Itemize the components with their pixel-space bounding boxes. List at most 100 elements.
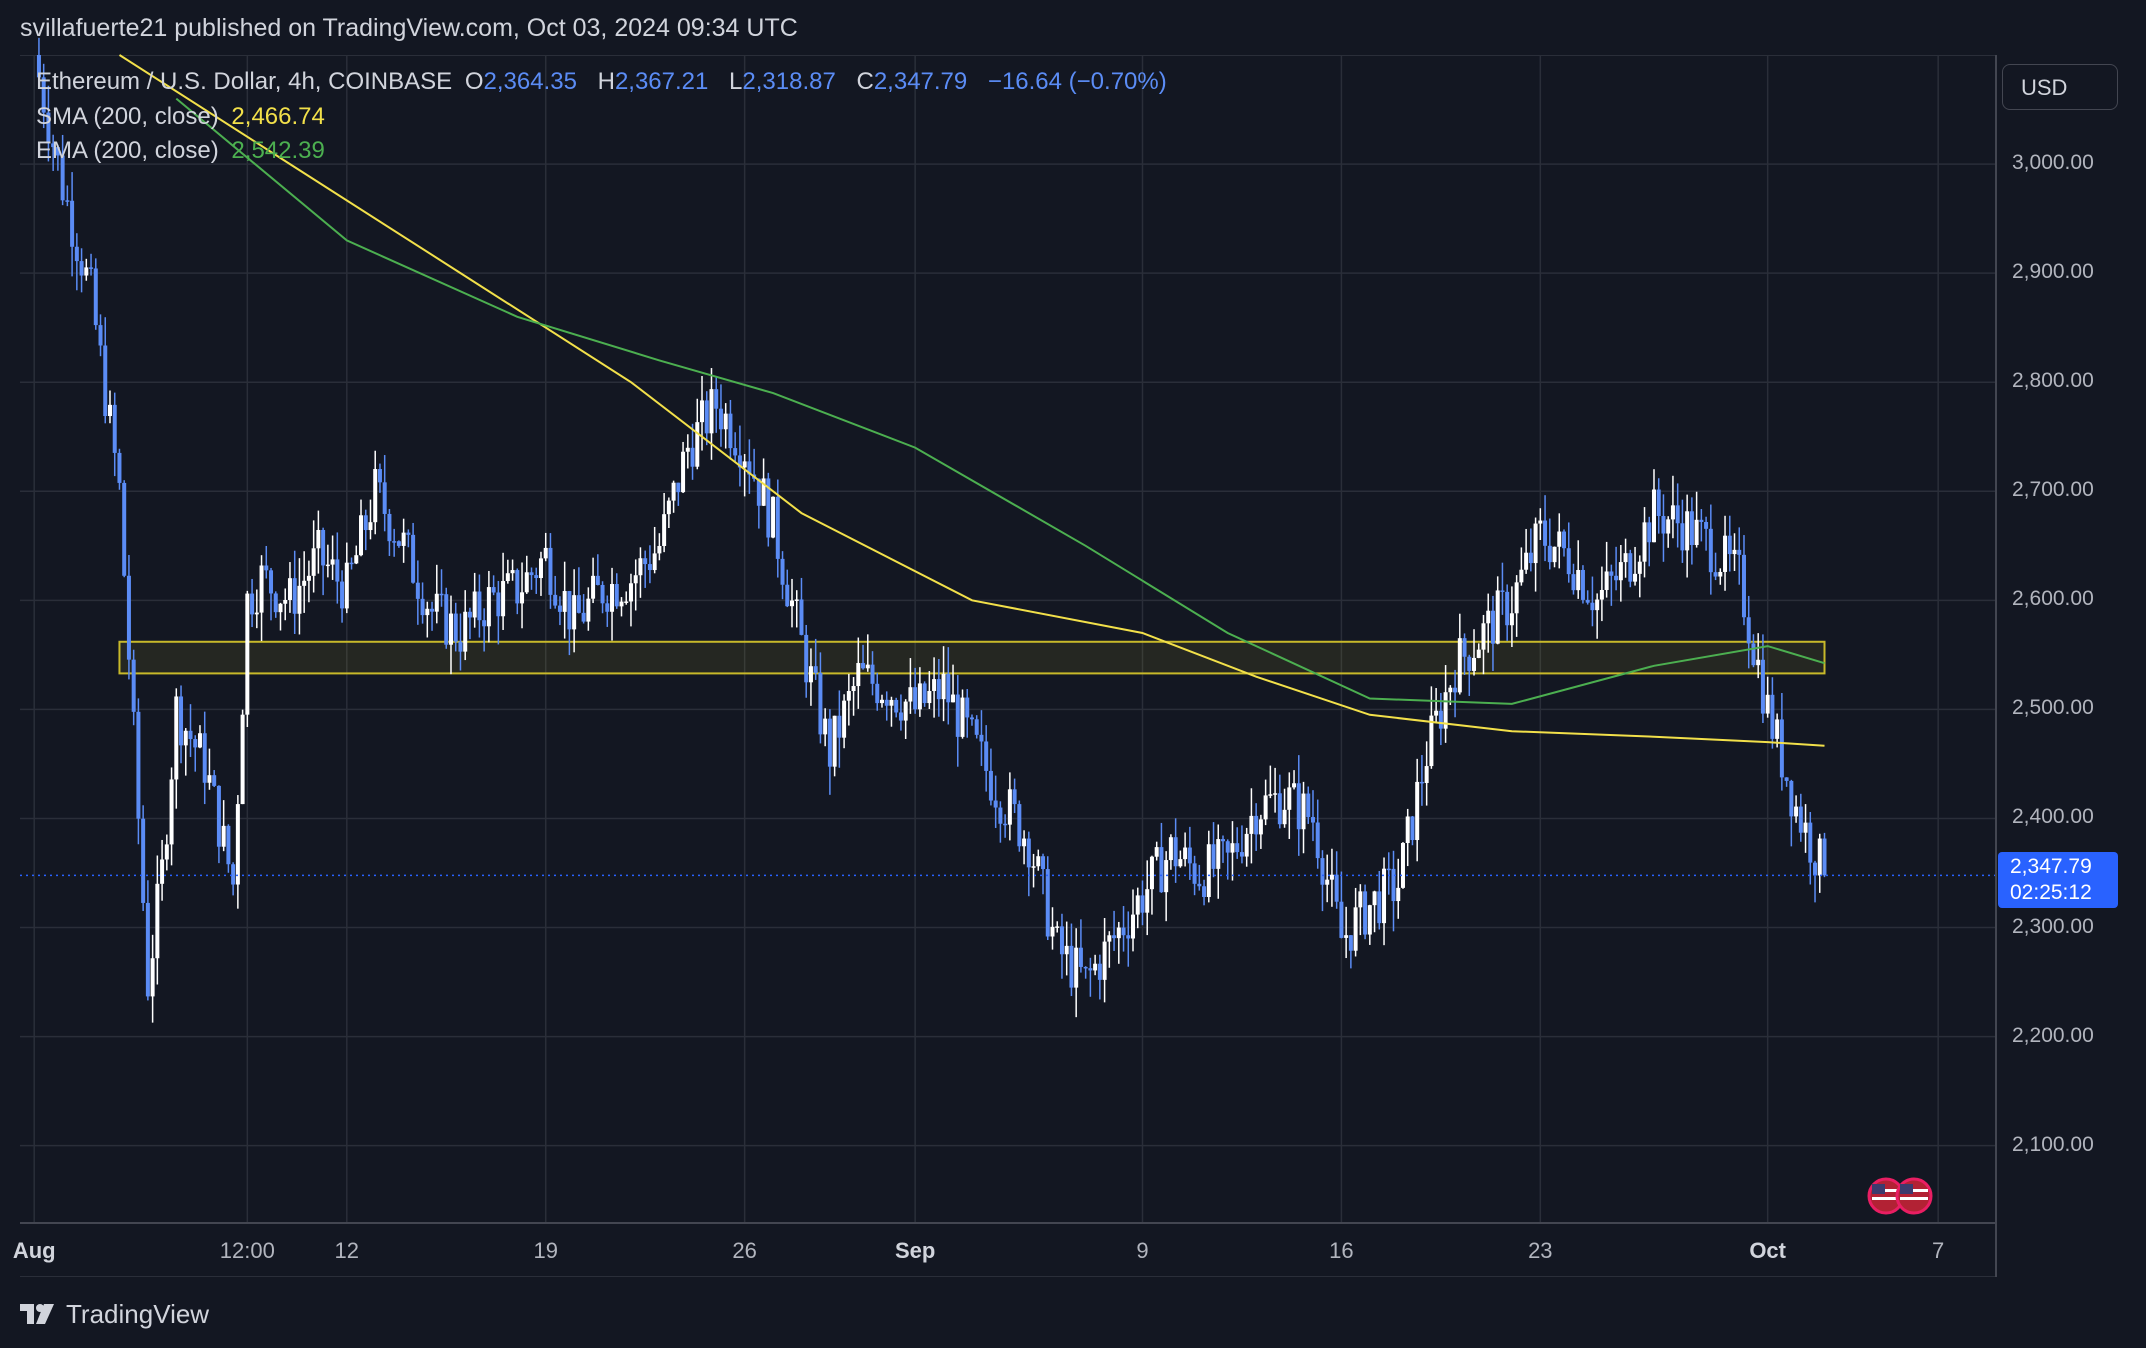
candle-body [1074, 947, 1079, 988]
candle [610, 567, 615, 641]
candle [74, 233, 79, 291]
ema-line [175, 97, 1825, 705]
candle [723, 403, 728, 449]
candle-body [572, 595, 577, 630]
candle-body [448, 613, 453, 645]
candle-body [411, 534, 416, 583]
candle [567, 590, 572, 656]
candle [1670, 475, 1675, 539]
candle-body [1495, 590, 1500, 644]
candle-body [1372, 891, 1377, 906]
candle-body [1135, 895, 1140, 915]
candle-body [960, 697, 965, 737]
candle-body [1794, 806, 1799, 817]
candle [401, 518, 406, 563]
candle [302, 551, 307, 613]
candle [790, 578, 795, 628]
candle-body [543, 547, 548, 559]
candle-body [865, 664, 870, 669]
candle-body [1358, 891, 1363, 908]
candle-body [1149, 856, 1154, 890]
candle-body [955, 694, 960, 737]
candle [1093, 954, 1098, 976]
currency-button[interactable]: USD [2002, 64, 2118, 110]
candle-body [273, 593, 278, 613]
candle [884, 691, 889, 721]
candle-body [1121, 927, 1126, 936]
candle-body [1490, 610, 1495, 644]
candle [458, 613, 463, 671]
candle [1543, 495, 1548, 562]
time-scale-divider [20, 1222, 1995, 1224]
candle-body [988, 770, 993, 801]
candle [652, 526, 657, 574]
candle-body [93, 268, 98, 326]
candle [1003, 814, 1008, 838]
candle-body [1651, 489, 1656, 543]
candle [600, 581, 605, 614]
candle [572, 569, 577, 653]
legend-ema-label: EMA (200, close) [36, 137, 219, 164]
candle-body [1022, 838, 1027, 847]
legend-ema[interactable]: EMA (200, close) 2,542.39 [36, 137, 331, 165]
candle [913, 667, 918, 714]
price-tick-label: 3,000.00 [2012, 151, 2094, 175]
candle-body [913, 687, 918, 710]
candle-body [998, 807, 1003, 824]
candle [543, 532, 548, 562]
candle [1476, 643, 1481, 659]
candle-body [894, 699, 899, 713]
candle-body [553, 594, 558, 606]
candle-body [671, 482, 676, 501]
footer-brand[interactable]: TradingView [66, 1298, 210, 1329]
candle-body [1301, 793, 1306, 830]
candle [501, 552, 506, 630]
candle-body [1078, 947, 1083, 967]
candle-body [1775, 719, 1780, 739]
price-tick-label: 2,400.00 [2012, 805, 2094, 829]
candle-body [1287, 787, 1292, 810]
candle-body [1220, 839, 1225, 842]
candle-body [709, 389, 714, 434]
candle-body [1609, 571, 1614, 576]
candle [553, 575, 558, 609]
candle [993, 775, 998, 828]
plot-area[interactable] [20, 55, 1995, 1277]
candle-body [1415, 781, 1420, 841]
candle-body [297, 585, 302, 614]
candle-body [1334, 874, 1339, 902]
candle [316, 510, 321, 574]
candle-body [700, 400, 705, 423]
candle [657, 533, 662, 561]
candle-body [1031, 866, 1036, 868]
candle-body [1543, 520, 1548, 546]
legend-sma[interactable]: SMA (200, close) 2,466.74 [36, 103, 331, 131]
candle-body [1557, 531, 1562, 547]
candle-body [51, 143, 56, 148]
candle-body [1254, 815, 1259, 835]
candle [287, 562, 292, 613]
candle [1642, 507, 1647, 578]
candle [1287, 772, 1292, 839]
candle-body [439, 593, 444, 596]
candle [269, 567, 274, 621]
candle-body [193, 739, 198, 748]
candle-body [1457, 638, 1462, 693]
candle [340, 570, 345, 623]
candle [349, 557, 354, 570]
candle [643, 550, 648, 588]
candle-body [969, 717, 974, 720]
candle [1495, 576, 1500, 645]
us-flag-icons[interactable] [1866, 1176, 1936, 1216]
candle [273, 591, 278, 618]
candle-body [1633, 573, 1638, 582]
candle [1689, 497, 1694, 565]
candle-body [1704, 521, 1709, 529]
candle [685, 434, 690, 469]
candle-body [467, 611, 472, 618]
legend-symbol[interactable]: Ethereum / U.S. Dollar, 4h, COINBASE [36, 68, 453, 95]
candle-body [524, 572, 529, 593]
candle-body [406, 532, 411, 535]
candle-body [107, 404, 112, 417]
